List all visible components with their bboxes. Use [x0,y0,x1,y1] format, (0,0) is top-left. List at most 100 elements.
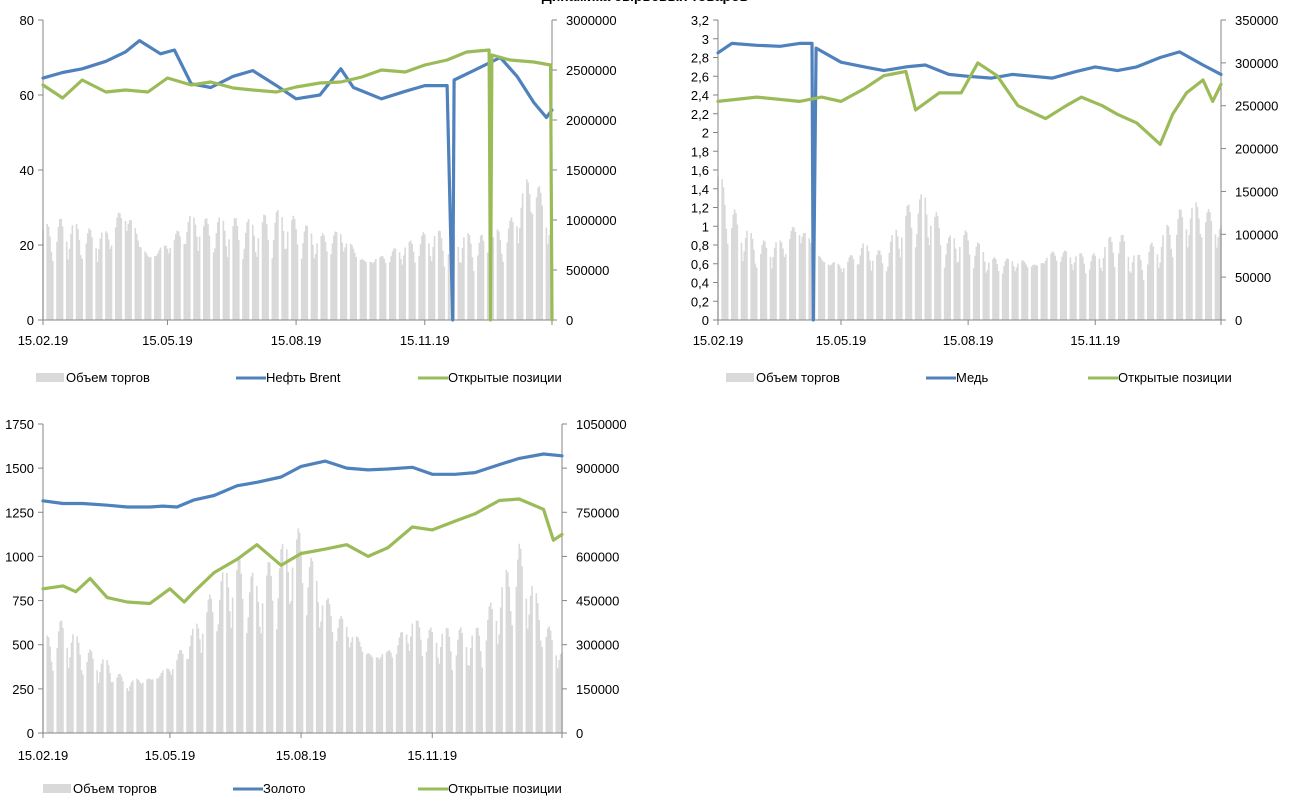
y-right-tick-label: 900000 [576,461,619,476]
volume-bar [341,242,344,320]
volume-bar [166,668,168,733]
volume-bar [1206,212,1208,320]
y-right-tick-label: 500000 [566,263,609,278]
volume-bar [57,227,60,320]
volume-bar [71,225,74,320]
volume-bar [1064,250,1066,320]
volume-bar [900,237,903,320]
volume-bar [335,641,338,733]
volume-bar [780,242,783,320]
volume-bar [1119,241,1121,320]
volume-bar [415,620,418,733]
volume-bar [1191,207,1193,320]
volume-bar [547,243,549,320]
volume-bar [1181,217,1184,320]
volume-bar [956,262,958,320]
volume-bar [80,670,83,733]
volume-bar [530,211,532,320]
volume-bar [801,236,804,320]
volume-bar [290,601,292,733]
volume-bar [355,636,358,733]
volume-bar [1188,234,1191,320]
volume-bar [467,233,469,320]
volume-bar [361,259,363,320]
volume-bar [314,253,317,320]
volume-bar [291,567,294,733]
volume-bar [1178,209,1181,320]
volume-bar [246,633,248,733]
volume-bar [307,587,309,733]
volume-bar [380,657,382,733]
volume-bar [1111,241,1113,320]
y-left-tick-label: 1,6 [691,163,709,178]
volume-bar [237,240,240,320]
volume-bar [1073,262,1076,320]
volume-bar [373,261,376,320]
volume-bar [1210,220,1213,320]
volume-bar [100,232,103,320]
volume-bar [189,215,191,320]
volume-bar [449,240,451,320]
volume-bar [78,240,81,320]
volume-bar [264,215,267,320]
volume-bar [827,264,830,320]
volume-bar [140,247,142,320]
volume-bar [722,187,725,320]
volume-bar [370,655,372,733]
volume-bar [548,235,550,320]
volume-bar [316,243,318,320]
volume-bar [963,235,965,320]
volume-bar [1142,280,1145,320]
volume-bar [46,223,48,320]
volume-bar [50,251,53,320]
volume-bar [837,263,840,320]
volume-bar [260,633,262,733]
volume-bar [744,238,747,320]
legend-swatch-bar [36,373,64,382]
volume-bar [521,566,523,733]
legend-label: Объем торгов [73,781,157,796]
volume-bar [196,236,198,320]
volume-bar [419,244,422,320]
volume-bar [1023,262,1026,320]
volume-bar [556,668,559,733]
volume-bar [907,204,910,320]
volume-bar [49,646,51,733]
volume-bar [486,252,489,320]
volume-bar [371,657,374,733]
volume-bar [146,679,148,733]
volume-bar [930,225,932,320]
volume-bar [179,236,181,320]
volume-bar [285,248,288,320]
volume-bar [1046,257,1048,320]
volume-bar [540,192,542,320]
volume-bar [438,663,441,733]
volume-bar [418,627,421,733]
volume-bar [1101,270,1103,320]
volume-bar [459,627,462,733]
volume-bar [1099,267,1102,320]
volume-bar [1166,224,1168,320]
volume-bar [169,247,172,320]
volume-bar [1079,253,1081,320]
volume-bar [288,603,291,733]
volume-bars [717,176,1222,320]
volume-bar [790,230,793,320]
volume-bar [248,592,251,733]
volume-bar [1080,253,1083,320]
volume-bar [348,647,351,733]
volume-bar [77,642,80,733]
volume-bar [437,230,440,320]
volume-bar [487,619,489,733]
volume-bar [303,231,306,320]
volume-bar [775,242,777,320]
y-left-tick-label: 1,2 [691,201,709,216]
volume-bar [355,257,358,320]
volume-bar [1082,256,1084,320]
y-right-tick-label: 3000000 [566,13,617,28]
volume-bar [750,232,752,320]
volume-bar [1070,264,1073,320]
volume-bar [240,573,242,733]
volume-bar [751,238,754,320]
volume-bar [147,256,149,320]
